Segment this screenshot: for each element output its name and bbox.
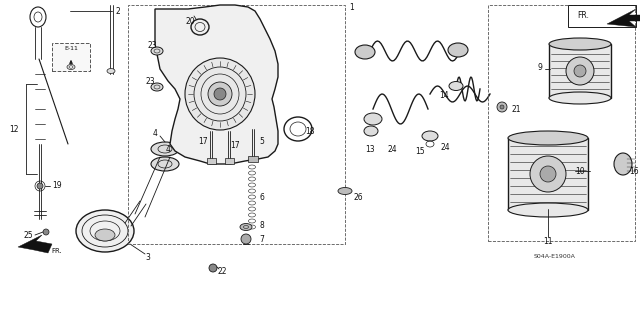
Circle shape (241, 234, 251, 244)
Circle shape (37, 183, 43, 189)
Ellipse shape (614, 153, 632, 175)
Bar (248, 156, 258, 162)
Text: 23: 23 (147, 41, 157, 49)
Text: 2: 2 (116, 6, 120, 16)
Circle shape (497, 102, 507, 112)
Ellipse shape (151, 142, 179, 156)
Polygon shape (155, 5, 278, 164)
Circle shape (43, 229, 49, 235)
Polygon shape (18, 235, 52, 253)
Bar (488, 5, 635, 241)
Bar (568, 5, 636, 27)
Bar (508, 138, 588, 210)
Text: 17: 17 (230, 140, 240, 150)
Text: 22: 22 (217, 266, 227, 276)
Text: 8: 8 (260, 220, 264, 229)
Ellipse shape (185, 58, 255, 130)
Text: FR.: FR. (577, 11, 589, 20)
Circle shape (540, 166, 556, 182)
Ellipse shape (449, 81, 463, 91)
Text: 14: 14 (439, 91, 449, 100)
Text: 4: 4 (152, 130, 157, 138)
Text: 3: 3 (145, 253, 150, 262)
Ellipse shape (355, 45, 375, 59)
Ellipse shape (151, 47, 163, 55)
Bar (225, 158, 234, 164)
Circle shape (208, 82, 232, 106)
Ellipse shape (151, 157, 179, 171)
Circle shape (574, 65, 586, 77)
Text: 12: 12 (9, 124, 19, 133)
Text: 23: 23 (145, 77, 155, 85)
Text: 24: 24 (440, 143, 450, 152)
Ellipse shape (448, 43, 468, 57)
Circle shape (530, 156, 566, 192)
Text: 21: 21 (511, 105, 521, 114)
Text: 11: 11 (543, 236, 553, 246)
Text: 17: 17 (198, 137, 208, 145)
Text: 4: 4 (166, 145, 170, 153)
Text: 5: 5 (260, 137, 264, 146)
Text: 1: 1 (349, 3, 355, 11)
Ellipse shape (508, 203, 588, 217)
Text: 25: 25 (23, 232, 33, 241)
Ellipse shape (422, 131, 438, 141)
Text: 10: 10 (575, 167, 585, 175)
Circle shape (214, 88, 226, 100)
Ellipse shape (95, 229, 115, 241)
Text: S04A-E1900A: S04A-E1900A (534, 255, 576, 259)
Text: 20: 20 (185, 17, 195, 26)
Text: E-11: E-11 (64, 47, 78, 51)
Bar (128, 5, 345, 244)
Ellipse shape (151, 83, 163, 91)
Ellipse shape (549, 38, 611, 50)
Text: 16: 16 (629, 167, 639, 175)
Circle shape (566, 57, 594, 85)
Ellipse shape (508, 131, 588, 145)
Text: 19: 19 (52, 182, 62, 190)
Ellipse shape (364, 113, 382, 125)
Bar (549, 44, 611, 98)
Text: 18: 18 (305, 127, 315, 136)
Circle shape (209, 264, 217, 272)
Text: 7: 7 (260, 234, 264, 243)
Text: 13: 13 (365, 145, 375, 153)
Text: 15: 15 (415, 146, 425, 155)
Ellipse shape (240, 224, 252, 231)
Ellipse shape (107, 69, 115, 73)
Text: 26: 26 (353, 194, 363, 203)
Bar (52, 43, 90, 71)
Ellipse shape (338, 188, 352, 195)
Polygon shape (607, 9, 640, 27)
Ellipse shape (76, 210, 134, 252)
Text: 24: 24 (387, 145, 397, 153)
Bar (207, 158, 216, 164)
Circle shape (500, 105, 504, 109)
Text: FR.: FR. (52, 248, 62, 254)
Ellipse shape (549, 92, 611, 104)
Text: 6: 6 (260, 192, 264, 202)
Ellipse shape (364, 126, 378, 136)
Text: 9: 9 (538, 63, 543, 71)
